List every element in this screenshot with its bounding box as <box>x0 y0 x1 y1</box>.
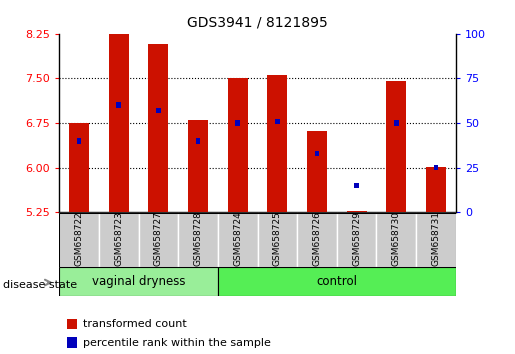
Bar <box>69 123 89 212</box>
FancyBboxPatch shape <box>416 213 456 267</box>
FancyBboxPatch shape <box>218 267 456 296</box>
Text: vaginal dryness: vaginal dryness <box>92 275 185 287</box>
Text: GSM658728: GSM658728 <box>194 211 202 266</box>
Bar <box>267 75 287 212</box>
Bar <box>156 108 161 113</box>
Bar <box>434 165 438 170</box>
Bar <box>148 44 168 212</box>
Bar <box>394 120 399 126</box>
Bar <box>386 81 406 212</box>
FancyBboxPatch shape <box>258 213 297 267</box>
Bar <box>307 131 327 212</box>
Text: GSM658730: GSM658730 <box>392 211 401 266</box>
Bar <box>109 14 129 212</box>
FancyBboxPatch shape <box>178 213 218 267</box>
Bar <box>67 319 77 329</box>
Bar <box>67 337 77 348</box>
Bar <box>77 138 81 144</box>
Bar <box>315 151 319 156</box>
Text: transformed count: transformed count <box>83 319 187 329</box>
FancyBboxPatch shape <box>297 213 337 267</box>
Text: GSM658727: GSM658727 <box>154 211 163 266</box>
Text: disease state: disease state <box>3 280 77 290</box>
FancyBboxPatch shape <box>139 213 178 267</box>
Text: GSM658726: GSM658726 <box>313 211 321 266</box>
Text: GSM658723: GSM658723 <box>114 211 123 266</box>
Bar <box>275 119 280 124</box>
Text: control: control <box>316 275 357 287</box>
Bar <box>235 120 240 126</box>
FancyBboxPatch shape <box>218 213 258 267</box>
Text: GSM658731: GSM658731 <box>432 211 440 266</box>
Text: GSM658724: GSM658724 <box>233 211 242 266</box>
Text: GSM658729: GSM658729 <box>352 211 361 266</box>
FancyBboxPatch shape <box>59 267 218 296</box>
Title: GDS3941 / 8121895: GDS3941 / 8121895 <box>187 16 328 30</box>
Bar <box>426 167 446 212</box>
Bar <box>354 183 359 188</box>
Text: GSM658722: GSM658722 <box>75 211 83 266</box>
Text: GSM658725: GSM658725 <box>273 211 282 266</box>
Bar <box>188 120 208 212</box>
Bar <box>196 138 200 144</box>
FancyBboxPatch shape <box>99 213 139 267</box>
FancyBboxPatch shape <box>376 213 416 267</box>
Bar <box>228 78 248 212</box>
Bar <box>347 211 367 212</box>
Text: percentile rank within the sample: percentile rank within the sample <box>83 338 271 348</box>
FancyBboxPatch shape <box>59 213 99 267</box>
Bar <box>116 102 121 108</box>
FancyBboxPatch shape <box>337 213 376 267</box>
